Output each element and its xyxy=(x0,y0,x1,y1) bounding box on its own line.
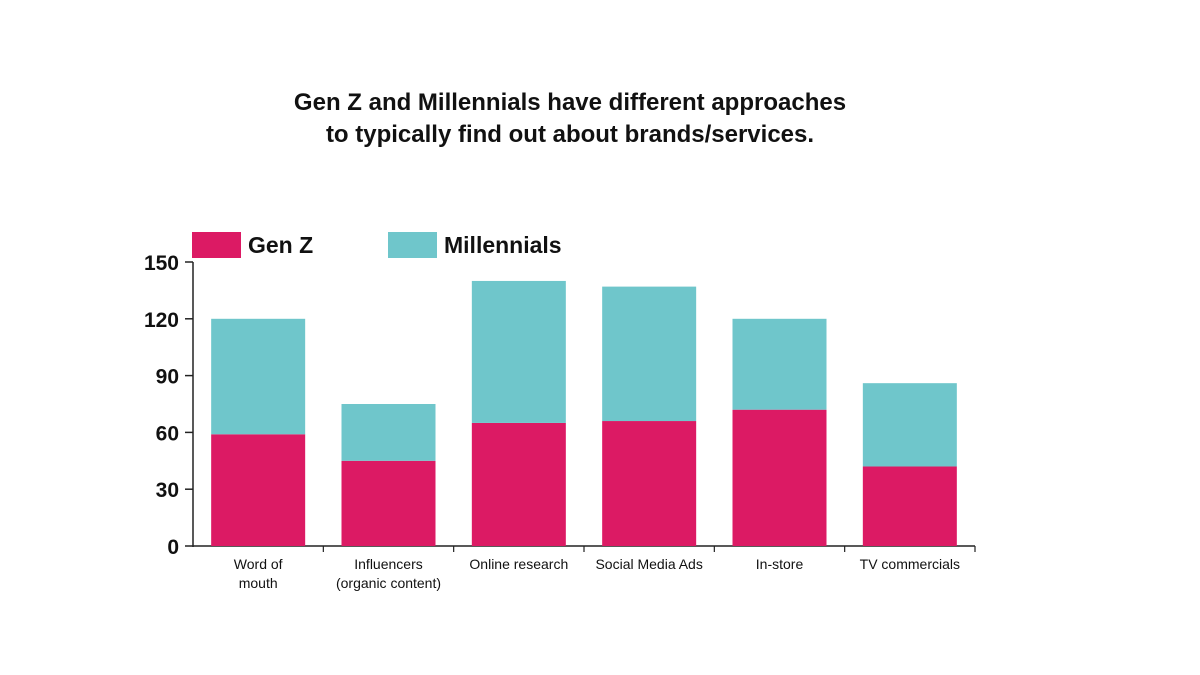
legend-label-millennials: Millennials xyxy=(444,232,562,258)
y-tick-label: 30 xyxy=(156,479,179,502)
bar-gen-z xyxy=(732,409,827,546)
x-category-label: Online research xyxy=(469,556,568,572)
bars xyxy=(211,280,957,546)
bar-gen-z xyxy=(602,421,697,546)
bar-gen-z xyxy=(211,434,306,546)
bar-gen-z xyxy=(471,422,566,546)
legend-swatch-gen-z xyxy=(192,232,241,258)
bar-gen-z xyxy=(862,466,957,546)
bar-millennials xyxy=(211,318,306,435)
x-category-label: Social Media Ads xyxy=(595,556,702,572)
legend-swatch-millennials xyxy=(388,232,437,258)
bar-millennials xyxy=(732,318,827,410)
legend: Gen Z Millennials xyxy=(192,232,562,258)
bar-millennials xyxy=(341,404,436,461)
y-tick-label: 150 xyxy=(144,252,179,275)
y-tick-label: 0 xyxy=(167,536,179,559)
y-tick-label: 60 xyxy=(156,422,179,445)
x-category-label: Influencers (organic content) xyxy=(336,556,441,591)
bar-millennials xyxy=(471,280,566,423)
x-category-label: TV commercials xyxy=(860,556,960,572)
x-category-label: Word of mouth xyxy=(234,556,283,591)
category-labels: Word of mouth Influencers (organic content)… xyxy=(234,556,960,591)
chart-title-line-2: to typically find out about brands/servi… xyxy=(326,121,814,148)
x-category-label: In-store xyxy=(756,556,804,572)
bar-millennials xyxy=(602,286,697,422)
x-axis xyxy=(193,545,976,552)
y-tick-label: 120 xyxy=(144,309,179,332)
y-axis: 0 30 60 90 120 150 xyxy=(144,252,194,559)
y-tick-label: 90 xyxy=(156,366,179,389)
legend-label-gen-z: Gen Z xyxy=(248,232,313,258)
chart-title: Gen Z and Millennials have different app… xyxy=(294,89,846,148)
bar-gen-z xyxy=(341,460,436,546)
bar-millennials xyxy=(862,383,957,467)
chart-title-line-1: Gen Z and Millennials have different app… xyxy=(294,89,846,116)
